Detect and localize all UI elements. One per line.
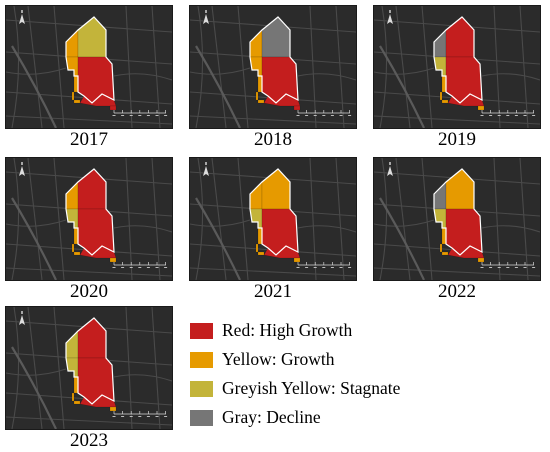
map-svg [6, 307, 172, 429]
map-2022 [373, 157, 541, 281]
map-panel-2022: 2022 [373, 157, 541, 303]
legend-swatch-decline [190, 409, 213, 426]
study-area-boundary [433, 168, 483, 256]
year-label-2019: 2019 [438, 129, 476, 150]
legend-label-stagnate: Greyish Yellow: Stagnate [222, 378, 401, 398]
major-road [11, 346, 57, 429]
zone-se [477, 257, 485, 263]
year-label-2022: 2022 [438, 281, 476, 302]
scale-bar-icon [481, 110, 534, 114]
legend-label-growth: Yellow: Growth [222, 349, 335, 369]
legend-item-stagnate: Greyish Yellow: Stagnate [190, 374, 400, 403]
study-area-boundary [249, 16, 299, 104]
legend-item-growth: Yellow: Growth [190, 345, 400, 374]
map-svg [6, 6, 172, 128]
year-label-2020: 2020 [70, 281, 108, 302]
study-area-boundary [433, 16, 483, 104]
legend-item-high-growth: Red: High Growth [190, 316, 400, 345]
major-road [379, 45, 425, 128]
map-2019 [373, 5, 541, 129]
zone-se [109, 105, 117, 111]
year-label-2021: 2021 [254, 281, 292, 302]
north-arrow-icon [387, 10, 393, 24]
road-network [190, 158, 356, 280]
scale-bar-icon [113, 110, 166, 114]
zone-se [477, 105, 485, 111]
major-road [195, 45, 241, 128]
road-network [374, 158, 540, 280]
legend-item-decline: Gray: Decline [190, 403, 400, 432]
map-panel-2018: 2018 [189, 5, 357, 151]
year-label-2023: 2023 [70, 430, 108, 451]
map-panel-2021: 2021 [189, 157, 357, 303]
year-label-2017: 2017 [70, 129, 108, 150]
map-panel-2019: 2019 [373, 5, 541, 151]
legend: Red: High Growth Yellow: Growth Greyish … [190, 316, 400, 432]
north-arrow-icon [387, 162, 393, 176]
map-2020 [5, 157, 173, 281]
map-svg [190, 6, 356, 128]
map-svg [6, 158, 172, 280]
map-panel-2023: 2023 [5, 306, 173, 452]
scale-bar-icon [113, 262, 166, 266]
scale-bar-icon [297, 262, 350, 266]
zone-se [109, 257, 117, 263]
map-panel-2017: 2017 [5, 5, 173, 151]
major-road [195, 197, 241, 280]
legend-label-high-growth: Red: High Growth [222, 320, 353, 340]
scale-bar-icon [297, 110, 350, 114]
study-area-boundary [65, 168, 115, 256]
map-2018 [189, 5, 357, 129]
year-label-2018: 2018 [254, 129, 292, 150]
legend-label-decline: Gray: Decline [222, 407, 321, 427]
zone-se [109, 406, 117, 412]
major-road [379, 197, 425, 280]
map-svg [190, 158, 356, 280]
study-area-boundary [65, 16, 115, 104]
map-2017 [5, 5, 173, 129]
scale-bar-icon [481, 262, 534, 266]
map-panel-2020: 2020 [5, 157, 173, 303]
north-arrow-icon [19, 10, 25, 24]
map-svg [374, 158, 540, 280]
major-road [11, 45, 57, 128]
north-arrow-icon [203, 10, 209, 24]
scale-bar-icon [113, 411, 166, 415]
legend-swatch-stagnate [190, 380, 213, 397]
study-area-boundary [65, 317, 115, 405]
map-2021 [189, 157, 357, 281]
major-road [11, 197, 57, 280]
map-svg [374, 6, 540, 128]
zone-se [293, 105, 301, 111]
study-area-boundary [249, 168, 299, 256]
north-arrow-icon [203, 162, 209, 176]
north-arrow-icon [19, 162, 25, 176]
north-arrow-icon [19, 311, 25, 325]
zone-se [293, 257, 301, 263]
legend-swatch-high-growth [190, 322, 213, 339]
map-2023 [5, 306, 173, 430]
legend-swatch-growth [190, 351, 213, 368]
